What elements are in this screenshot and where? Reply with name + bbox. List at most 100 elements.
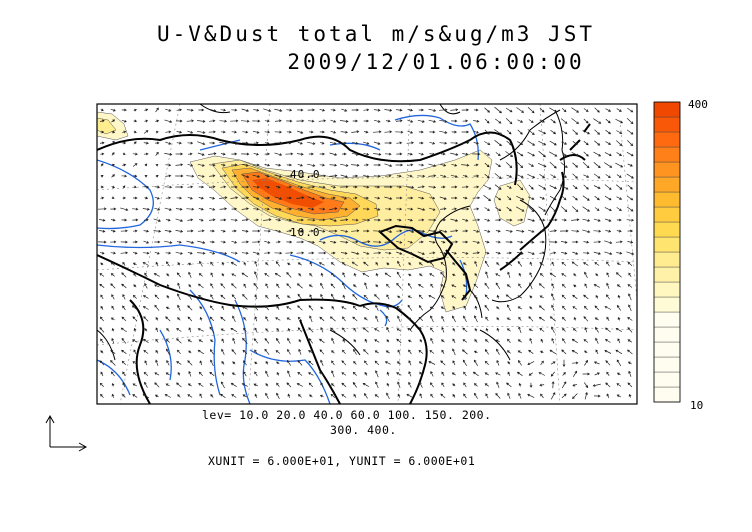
wind-vector: [549, 195, 557, 201]
wind-vector: [594, 140, 601, 146]
wind-vector: [285, 174, 294, 178]
wind-vector: [627, 184, 633, 190]
wind-vector: [462, 152, 469, 156]
wind-vector: [386, 327, 390, 333]
wind-vector: [537, 162, 547, 168]
wind-vector: [231, 174, 237, 178]
wind-vector: [154, 382, 160, 388]
wind-vector: [506, 317, 511, 321]
wind-vector: [616, 140, 623, 146]
wind-vector: [111, 337, 115, 344]
wind-vector: [484, 118, 490, 124]
wind-vector: [440, 360, 446, 366]
wind-vector: [529, 295, 533, 299]
wind-vector: [121, 360, 126, 366]
wind-vector: [308, 382, 314, 388]
wind-vector: [506, 162, 513, 169]
contour-label-40: 40.0: [290, 168, 321, 181]
wind-vector: [506, 206, 512, 212]
wind-vector: [507, 361, 511, 365]
wind-vector: [308, 174, 315, 178]
wind-vector: [495, 207, 502, 211]
wind-vector: [298, 273, 302, 277]
wind-vector: [628, 370, 632, 377]
wind-vector: [100, 262, 104, 266]
wind-vector: [451, 207, 457, 211]
wind-vector: [484, 152, 490, 156]
wind-vector: [463, 315, 467, 323]
wind-vector: [452, 305, 456, 310]
wind-vector: [276, 294, 280, 300]
wind-vector: [155, 261, 159, 266]
wind-vector: [219, 119, 228, 123]
wind-vector: [286, 163, 292, 167]
wind-vector: [220, 185, 227, 189]
wind-vector: [441, 295, 445, 299]
wind-vector: [463, 393, 467, 399]
wind-vector: [198, 383, 204, 387]
wind-vector: [352, 174, 359, 178]
wind-vector: [111, 152, 115, 156]
wind-vector: [296, 240, 305, 244]
wind-vector: [319, 152, 325, 156]
wind-vector: [604, 305, 612, 310]
japan-islands: [499, 123, 591, 271]
reference-vector: [45, 414, 88, 452]
wind-vector: [384, 163, 393, 168]
wind-vector: [473, 141, 479, 145]
wind-vector: [122, 305, 126, 311]
wind-vector: [518, 316, 522, 321]
wind-vector: [440, 174, 447, 178]
wind-vector: [363, 229, 370, 233]
wind-vector: [330, 327, 336, 333]
wind-vector: [506, 328, 511, 332]
wind-vector: [583, 184, 589, 190]
wind-vector: [155, 119, 160, 123]
wind-vector: [220, 229, 226, 233]
wind-vector: [276, 283, 280, 289]
wind-vector: [628, 293, 632, 301]
wind-vector: [440, 251, 447, 255]
wind-vector: [418, 316, 424, 321]
wind-vector: [320, 326, 324, 333]
wind-vector: [165, 141, 172, 145]
wind-vector: [132, 339, 138, 343]
wind-vector: [342, 261, 346, 266]
wind-vector: [341, 382, 347, 388]
wind-vector: [572, 294, 578, 300]
wind-vector: [308, 284, 313, 288]
wind-vector: [165, 261, 170, 267]
wind-vector: [176, 108, 183, 112]
wind-vector: [286, 359, 291, 366]
wind-vector: [375, 272, 379, 277]
wind-vector: [210, 339, 214, 343]
wind-vector: [484, 304, 490, 311]
wind-vector: [351, 130, 360, 134]
wind-vector: [506, 195, 512, 201]
wind-vector: [221, 371, 225, 376]
wind-vector: [274, 207, 282, 211]
wind-vector: [100, 152, 105, 156]
wind-vector: [286, 185, 292, 189]
wind-vector: [386, 371, 390, 376]
wind-vector: [516, 229, 525, 233]
wind-vector: [472, 371, 479, 377]
wind-vector: [494, 184, 502, 190]
wind-vector: [408, 273, 412, 277]
wind-vector: [175, 163, 184, 167]
wind-vector: [418, 262, 423, 266]
wind-vector: [265, 316, 269, 322]
wind-vector: [287, 393, 291, 398]
wind-vector: [132, 207, 139, 211]
wind-vector: [187, 394, 193, 398]
wind-vector: [274, 130, 282, 134]
wind-vector: [627, 107, 634, 113]
wind-vector: [276, 372, 280, 376]
wind-vector: [461, 349, 468, 355]
wind-vector: [352, 294, 358, 300]
wind-vector: [584, 359, 588, 366]
wind-vector: [330, 130, 337, 134]
wind-vector: [627, 284, 633, 288]
wind-vector: [221, 273, 225, 277]
wind-vector: [551, 261, 555, 267]
